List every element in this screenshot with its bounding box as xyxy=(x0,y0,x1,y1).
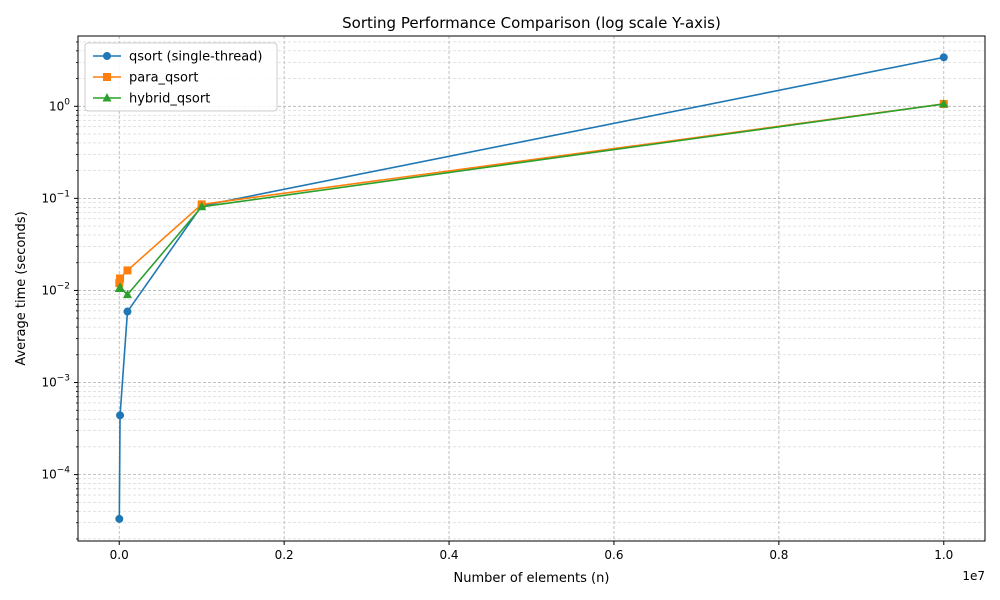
data-point xyxy=(116,274,125,283)
grid xyxy=(78,36,985,541)
data-point xyxy=(939,98,949,108)
data-point xyxy=(123,266,132,275)
data-point xyxy=(123,307,132,316)
legend-item: qsort (single-thread) xyxy=(93,50,263,65)
legend-item: hybrid_qsort xyxy=(93,92,210,107)
data-point xyxy=(115,514,124,523)
y-axis-label: Average time (seconds) xyxy=(14,211,29,365)
data-point xyxy=(939,53,948,62)
legend: qsort (single-thread) para_qsort hybrid_qs… xyxy=(84,42,278,112)
y-tick-label: 10−1 xyxy=(41,189,70,205)
legend-box xyxy=(84,42,278,112)
x-tick-label: 0.2 xyxy=(275,548,294,562)
x-tick-label: 0.8 xyxy=(769,548,788,562)
legend-marker xyxy=(103,73,111,81)
legend-label: hybrid_qsort xyxy=(129,92,210,107)
x-axis-label: Number of elements (n) xyxy=(454,571,610,586)
data-point xyxy=(115,279,124,288)
data-point xyxy=(197,201,207,211)
legend-item: para_qsort xyxy=(93,71,198,86)
y-tick-label: 10−3 xyxy=(41,374,70,390)
data-point xyxy=(122,289,132,299)
y-tick-label: 10−2 xyxy=(41,281,70,297)
axis-ticks: 0.0 0.2 0.4 0.6 0.8 1.0 10−4 10−3 10−2 10−1 100 xyxy=(41,41,953,562)
legend-label: para_qsort xyxy=(129,71,198,86)
plot-frame xyxy=(77,35,986,542)
series-layer xyxy=(114,53,949,523)
data-point xyxy=(115,282,125,291)
chart-title: Sorting Performance Comparison (log scal… xyxy=(342,14,721,32)
legend-marker xyxy=(103,52,111,60)
data-point xyxy=(116,411,125,420)
x-tick-label: 1.0 xyxy=(934,548,953,562)
x-tick-label: 0.0 xyxy=(110,548,129,562)
x-tick-label: 0.4 xyxy=(439,548,458,562)
legend-marker xyxy=(102,93,112,102)
y-tick-label: 10−4 xyxy=(41,466,70,482)
legend-label: qsort (single-thread) xyxy=(129,50,263,65)
x-axis-offset-label: 1e7 xyxy=(962,569,985,583)
x-tick-label: 0.6 xyxy=(604,548,623,562)
y-tick-label: 100 xyxy=(49,97,70,113)
series-hybrid-qsort xyxy=(114,98,949,299)
